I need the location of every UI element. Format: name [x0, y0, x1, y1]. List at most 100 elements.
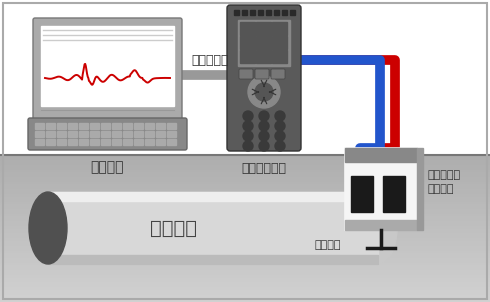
Bar [0, 255, 490, 259]
Bar [48, 192, 378, 201]
Bar [0, 260, 490, 264]
Bar [134, 131, 143, 137]
Bar [101, 139, 110, 145]
Bar [256, 22, 271, 35]
Bar [0, 241, 490, 244]
Bar [0, 223, 490, 227]
Bar [234, 10, 239, 15]
FancyBboxPatch shape [28, 118, 187, 150]
Bar [101, 131, 110, 137]
Bar [0, 233, 490, 237]
Text: パソコン: パソコン [91, 160, 124, 174]
Bar [0, 290, 490, 293]
Text: 照合電極: 照合電極 [315, 240, 341, 250]
Bar [0, 201, 490, 205]
Bar [0, 268, 490, 271]
Circle shape [243, 111, 253, 121]
Bar [68, 139, 77, 145]
Bar [123, 123, 132, 129]
Bar [240, 22, 255, 35]
Bar [68, 131, 77, 137]
Bar [167, 131, 176, 137]
Bar [46, 123, 55, 129]
Bar [272, 22, 287, 35]
Bar [0, 187, 490, 190]
Bar [35, 131, 44, 137]
Bar [0, 280, 490, 283]
Bar [351, 176, 373, 212]
Bar [345, 148, 417, 162]
FancyBboxPatch shape [255, 69, 269, 79]
Bar [0, 189, 490, 193]
Ellipse shape [359, 192, 397, 264]
Bar [35, 123, 44, 129]
Bar [0, 170, 490, 173]
Bar [156, 123, 165, 129]
Bar [0, 182, 490, 185]
Text: ターミナル
ボックス: ターミナル ボックス [427, 170, 460, 194]
Bar [0, 278, 490, 281]
Bar [41, 26, 174, 106]
Bar [0, 251, 490, 254]
Bar [0, 160, 490, 163]
Bar [0, 275, 490, 278]
Bar [0, 270, 490, 274]
Circle shape [243, 141, 253, 151]
Bar [0, 285, 490, 288]
Bar [90, 131, 99, 137]
Bar [0, 192, 490, 195]
Bar [0, 194, 490, 198]
Circle shape [259, 131, 269, 141]
Bar [0, 243, 490, 247]
Bar [0, 219, 490, 222]
Bar [250, 10, 255, 15]
Bar [0, 155, 490, 159]
Bar [145, 123, 154, 129]
Text: 光ケーブル: 光ケーブル [191, 54, 229, 67]
Bar [112, 123, 121, 129]
Bar [156, 131, 165, 137]
Circle shape [275, 121, 285, 131]
Bar [0, 185, 490, 188]
Bar [240, 50, 255, 63]
Bar [417, 148, 423, 230]
Bar [134, 123, 143, 129]
Bar [345, 220, 417, 230]
Bar [258, 10, 263, 15]
Bar [112, 131, 121, 137]
Bar [79, 131, 88, 137]
Bar [112, 139, 121, 145]
Bar [90, 139, 99, 145]
Bar [79, 139, 88, 145]
Bar [0, 300, 490, 302]
Bar [0, 0, 490, 155]
Bar [79, 123, 88, 129]
Bar [0, 263, 490, 266]
Bar [0, 167, 490, 171]
Bar [167, 139, 176, 145]
Bar [0, 207, 490, 210]
Circle shape [259, 121, 269, 131]
FancyBboxPatch shape [239, 69, 253, 79]
Bar [0, 177, 490, 181]
Bar [256, 50, 271, 63]
Bar [145, 131, 154, 137]
Bar [272, 50, 287, 63]
Bar [0, 292, 490, 296]
Bar [57, 131, 66, 137]
FancyBboxPatch shape [271, 69, 285, 79]
Bar [242, 10, 247, 15]
Bar [0, 226, 490, 230]
Bar [35, 139, 44, 145]
Bar [0, 287, 490, 291]
Bar [0, 258, 490, 261]
Text: 埋設配管: 埋設配管 [150, 219, 197, 237]
Bar [0, 273, 490, 276]
Bar [0, 236, 490, 239]
Bar [0, 197, 490, 200]
Bar [0, 221, 490, 225]
Bar [383, 176, 405, 212]
Circle shape [275, 141, 285, 151]
Bar [48, 255, 378, 264]
Bar [0, 297, 490, 300]
